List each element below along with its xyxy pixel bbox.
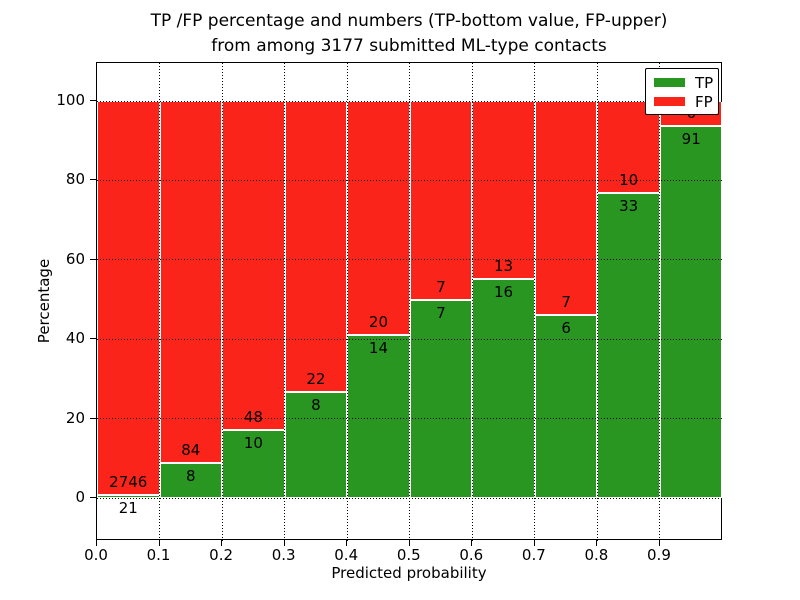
- x-axis-tick: [346, 540, 348, 546]
- gridline-vertical: [659, 63, 661, 541]
- gridline-vertical: [159, 63, 161, 541]
- x-axis-tick: [221, 540, 223, 546]
- bar-label-tp: 16: [494, 282, 514, 301]
- x-axis-tick-label: 0.3: [271, 546, 296, 564]
- bar-label-tp: 7: [436, 303, 446, 322]
- bar-label-tp: 6: [561, 318, 571, 337]
- gridline-vertical: [596, 63, 598, 541]
- y-axis-tick-label: 80: [65, 170, 85, 189]
- legend: TP FP: [645, 68, 719, 115]
- bar-segment-fp: [472, 101, 535, 279]
- bar-label-tp: 14: [368, 338, 389, 357]
- bar-label-tp: 91: [681, 129, 701, 148]
- gridline-horizontal: [97, 338, 723, 340]
- bar-label-fp: 2746: [109, 472, 148, 491]
- x-axis-tick-label: 0.9: [647, 546, 671, 564]
- gridline-vertical: [284, 63, 286, 541]
- chart-title-line1: TP /FP percentage and numbers (TP-bottom…: [150, 11, 668, 31]
- y-axis-tick: [90, 338, 96, 340]
- y-axis-tick: [90, 417, 96, 419]
- bar-label-tp: 10: [243, 433, 263, 452]
- gridline-horizontal: [97, 100, 723, 102]
- y-axis-tick-label: 100: [56, 91, 85, 109]
- y-axis-tick: [90, 100, 96, 101]
- x-axis-tick: [533, 540, 535, 546]
- chart-title: TP /FP percentage and numbers (TP-bottom…: [96, 9, 722, 58]
- gridline-horizontal: [97, 259, 723, 261]
- gridline-horizontal: [97, 497, 723, 499]
- bar-segment-fp: [347, 101, 410, 335]
- x-axis-tick: [158, 540, 160, 546]
- gridline-horizontal: [97, 179, 723, 181]
- y-axis-tick-label: 20: [65, 408, 85, 427]
- bar-segment-fp: [534, 101, 598, 315]
- x-axis-tick-label: 0.6: [459, 546, 484, 564]
- gridline-vertical: [221, 63, 223, 541]
- bar-label-fp: 48: [243, 407, 263, 426]
- y-axis-tick: [90, 497, 96, 498]
- x-axis-tick-label: 0.0: [84, 546, 108, 564]
- bar-segment-fp: [409, 101, 473, 300]
- bar-label-fp: 20: [368, 312, 389, 331]
- gridline-vertical: [471, 63, 473, 541]
- bar-label-fp: 7: [436, 277, 446, 296]
- bar-segment-tp: [284, 392, 348, 498]
- y-axis-tick-label: 0: [75, 488, 85, 506]
- legend-item: FP: [646, 92, 718, 111]
- x-axis-tick-label: 0.1: [146, 546, 171, 564]
- fp-legend-swatch: [654, 97, 685, 106]
- gridline-vertical: [346, 63, 348, 541]
- bar-segment-fp: [159, 101, 223, 464]
- bar-label-tp: 33: [619, 197, 639, 216]
- y-axis-tick: [90, 258, 96, 260]
- bar-label-fp: 7: [561, 292, 571, 311]
- bar-segment-tp: [347, 334, 410, 498]
- bar-label-tp: 8: [186, 467, 196, 486]
- bar-segment-tp: [597, 193, 660, 498]
- x-axis-tick-label: 0.2: [209, 546, 234, 564]
- gridline-vertical: [534, 63, 536, 541]
- y-axis-label: Percentage: [35, 258, 53, 344]
- bar-segment-fp: [222, 101, 285, 430]
- bar-segment-tp: [409, 299, 473, 498]
- x-axis-tick-label: 0.5: [396, 546, 421, 564]
- y-axis-tick-label: 40: [65, 329, 85, 348]
- x-axis-tick: [283, 540, 285, 546]
- bar-label-fp: 13: [494, 256, 514, 275]
- x-axis-tick: [408, 540, 410, 546]
- tp-legend-swatch: [654, 78, 685, 87]
- bar-segment-fp: [284, 101, 348, 393]
- bar-label-tp: 21: [118, 498, 138, 517]
- chart-title-line2: from among 3177 submitted ML-type contac…: [211, 35, 607, 56]
- x-axis-tick-label: 0.8: [584, 546, 609, 564]
- x-axis-tick: [471, 540, 473, 546]
- bar-label-fp: 10: [619, 171, 639, 190]
- gridline-vertical: [409, 63, 411, 541]
- bar-segment-tp: [659, 125, 723, 498]
- bar-label-fp: 22: [306, 370, 326, 389]
- x-axis-tick: [96, 540, 97, 546]
- x-axis-tick-label: 0.7: [521, 546, 546, 564]
- bar-segment-tp: [534, 314, 598, 498]
- x-axis-label: Predicted probability: [331, 564, 487, 582]
- y-axis-tick-label: 60: [65, 249, 85, 268]
- bar-segment-tp: [472, 278, 535, 498]
- legend-label: TP: [695, 73, 714, 92]
- legend-label: FP: [695, 92, 713, 111]
- legend-item: TP: [646, 73, 718, 92]
- y-axis-tick: [90, 179, 96, 181]
- bar-label-fp: 84: [181, 441, 201, 460]
- x-axis-tick-label: 0.4: [334, 546, 359, 564]
- x-axis-tick: [658, 540, 660, 546]
- x-axis-tick: [596, 540, 598, 546]
- bar-segment-fp: [97, 101, 160, 495]
- gridline-horizontal: [97, 418, 723, 420]
- bar-label-tp: 8: [311, 396, 321, 415]
